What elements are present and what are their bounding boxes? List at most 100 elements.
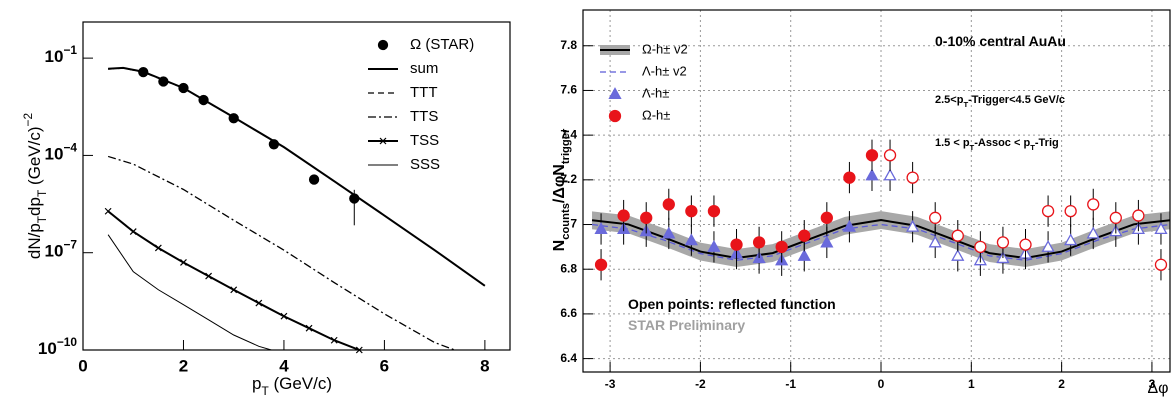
marker (797, 248, 811, 261)
annotation: 1.5 < pT-Assoc < pT-Trig (935, 137, 1059, 152)
y-tick-label: 10−4 (45, 141, 78, 164)
series-line (107, 155, 455, 350)
text-part: (GeV/c) (25, 126, 44, 189)
marker (906, 171, 919, 184)
y-axis-label: Ncounts/ΔφNtrigger (551, 128, 572, 251)
y-tick-label: 7.2 (560, 172, 577, 186)
marker (198, 94, 209, 106)
plot-area (107, 66, 486, 350)
text-part: −1 (63, 43, 77, 57)
y-tick-label: 10−1 (45, 43, 78, 66)
x-tick-label: 2 (179, 356, 188, 375)
marker (685, 204, 698, 218)
marker (1132, 209, 1145, 222)
text-part: p (252, 374, 261, 393)
text-part: 1.5 < p (935, 137, 970, 149)
text-part: T (1030, 143, 1035, 152)
marker (883, 149, 897, 162)
marker (820, 235, 834, 248)
legend-label: Ω (STAR) (410, 36, 474, 53)
x-tick-label: 8 (480, 356, 489, 375)
text-part: trigger (560, 128, 572, 164)
marker (1064, 204, 1077, 218)
text-part: 10 (45, 242, 64, 261)
marker (1154, 222, 1168, 235)
text-part: 10 (45, 48, 64, 67)
text-part: dp (25, 197, 44, 216)
marker (951, 229, 964, 242)
text-part: 0-10% central AuAu (935, 33, 1066, 49)
legend-label: Λ-h± v2 (642, 63, 687, 78)
annotation: 2.5<pT-Trigger<4.5 GeV/c (935, 94, 1065, 109)
plot-frame (82, 21, 511, 351)
x-tick-label: 0 (878, 377, 885, 391)
legend-label: SSS (410, 156, 440, 173)
marker (730, 238, 743, 251)
y-tick-label: 7.6 (560, 83, 577, 97)
marker (129, 228, 137, 235)
y-tick-label: 6.4 (560, 351, 577, 365)
series-line (107, 234, 272, 350)
x-tick-label: 4 (279, 356, 289, 375)
text-part: 10 (45, 145, 64, 164)
marker (268, 139, 280, 150)
legend-label: TTT (410, 84, 438, 101)
text-part: T (261, 384, 268, 398)
x-tick-label: 0 (78, 356, 87, 375)
y-tick-label: 7.4 (560, 127, 577, 141)
legend-marker (379, 137, 387, 145)
legend-label: TTS (410, 108, 438, 125)
series-line (108, 67, 486, 287)
y-tick-label: 10−10 (38, 335, 77, 358)
marker (280, 312, 288, 320)
text-part: (GeV/c) (269, 374, 332, 393)
marker (230, 286, 238, 294)
marker (928, 235, 942, 248)
marker (1109, 211, 1122, 224)
text-part: -Trigger<4.5 GeV/c (968, 94, 1065, 106)
text-part: T (35, 216, 49, 223)
marker (798, 229, 811, 242)
marker (662, 198, 675, 211)
text-part: -Trig (1035, 137, 1059, 149)
y-tick-label: 7.8 (560, 38, 577, 52)
marker (640, 211, 653, 224)
y-tick-label: 10−7 (45, 238, 78, 261)
plot-area (591, 211, 1170, 267)
marker (349, 193, 360, 204)
legend-marker (608, 109, 622, 123)
marker (1064, 233, 1078, 246)
marker (1041, 204, 1055, 218)
legend-label: sum (410, 60, 438, 77)
marker (906, 219, 920, 232)
marker (594, 258, 608, 271)
text-part: T (35, 190, 49, 197)
x-tick-label: -3 (605, 377, 616, 391)
marker (865, 149, 879, 162)
marker (752, 236, 766, 249)
marker (308, 174, 320, 185)
marker (255, 299, 263, 307)
text-part: −10 (57, 335, 78, 349)
marker (305, 324, 313, 332)
marker (178, 82, 189, 94)
marker (775, 240, 788, 254)
x-axis-label: Δφ (1147, 380, 1168, 397)
text-part: −7 (63, 238, 77, 252)
plot-frame (582, 9, 1171, 373)
marker (1041, 240, 1055, 252)
annotation: Open points: reflected function (628, 296, 836, 312)
text-part: counts (560, 203, 572, 240)
marker (330, 336, 338, 344)
marker (205, 272, 213, 280)
marker (1154, 258, 1168, 271)
text-part: T (963, 100, 968, 109)
marker (154, 244, 162, 252)
legend-label: Λ-h± (642, 85, 669, 100)
marker (158, 76, 169, 87)
text-part: /ΔφN (551, 164, 568, 203)
legend-marker (608, 87, 622, 100)
y-tick-label: 6.6 (560, 306, 577, 320)
text-part: −4 (63, 141, 77, 155)
marker (138, 66, 149, 78)
